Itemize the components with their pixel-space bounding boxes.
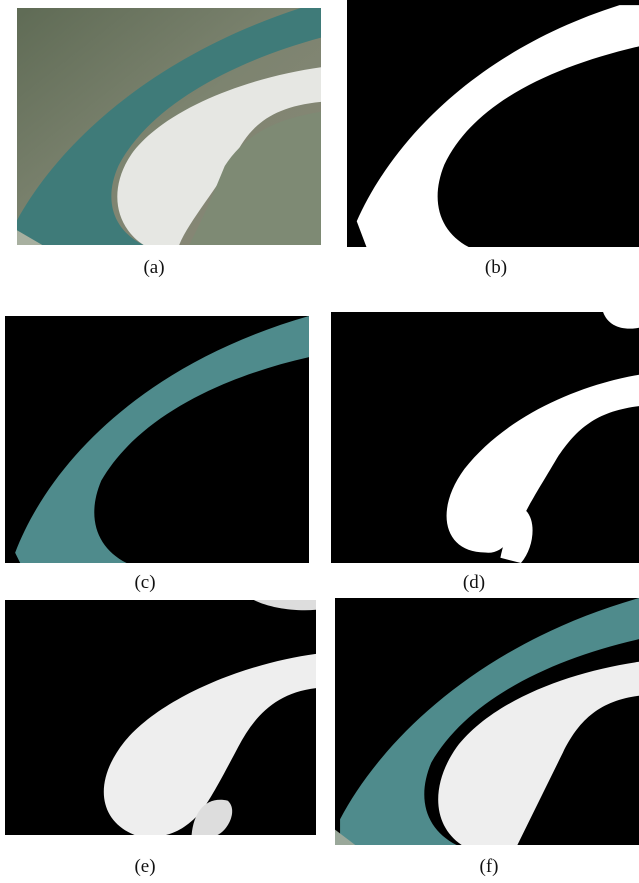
panel-caption: (c)	[134, 572, 155, 594]
image-panel	[17, 8, 321, 245]
image-panel	[5, 316, 309, 563]
panel-caption: (b)	[485, 257, 507, 279]
image-panel	[335, 598, 639, 845]
image-panel	[347, 0, 639, 247]
panel-caption: (d)	[463, 572, 485, 594]
panel-caption: (f)	[480, 856, 499, 878]
image-panel	[5, 600, 316, 835]
image-panel	[331, 312, 639, 563]
panel-caption: (e)	[134, 856, 155, 878]
figure-page: (a) (b) (c) (d) (e) (f) (() => { const d…	[0, 0, 639, 883]
panel-caption: (a)	[143, 257, 164, 279]
